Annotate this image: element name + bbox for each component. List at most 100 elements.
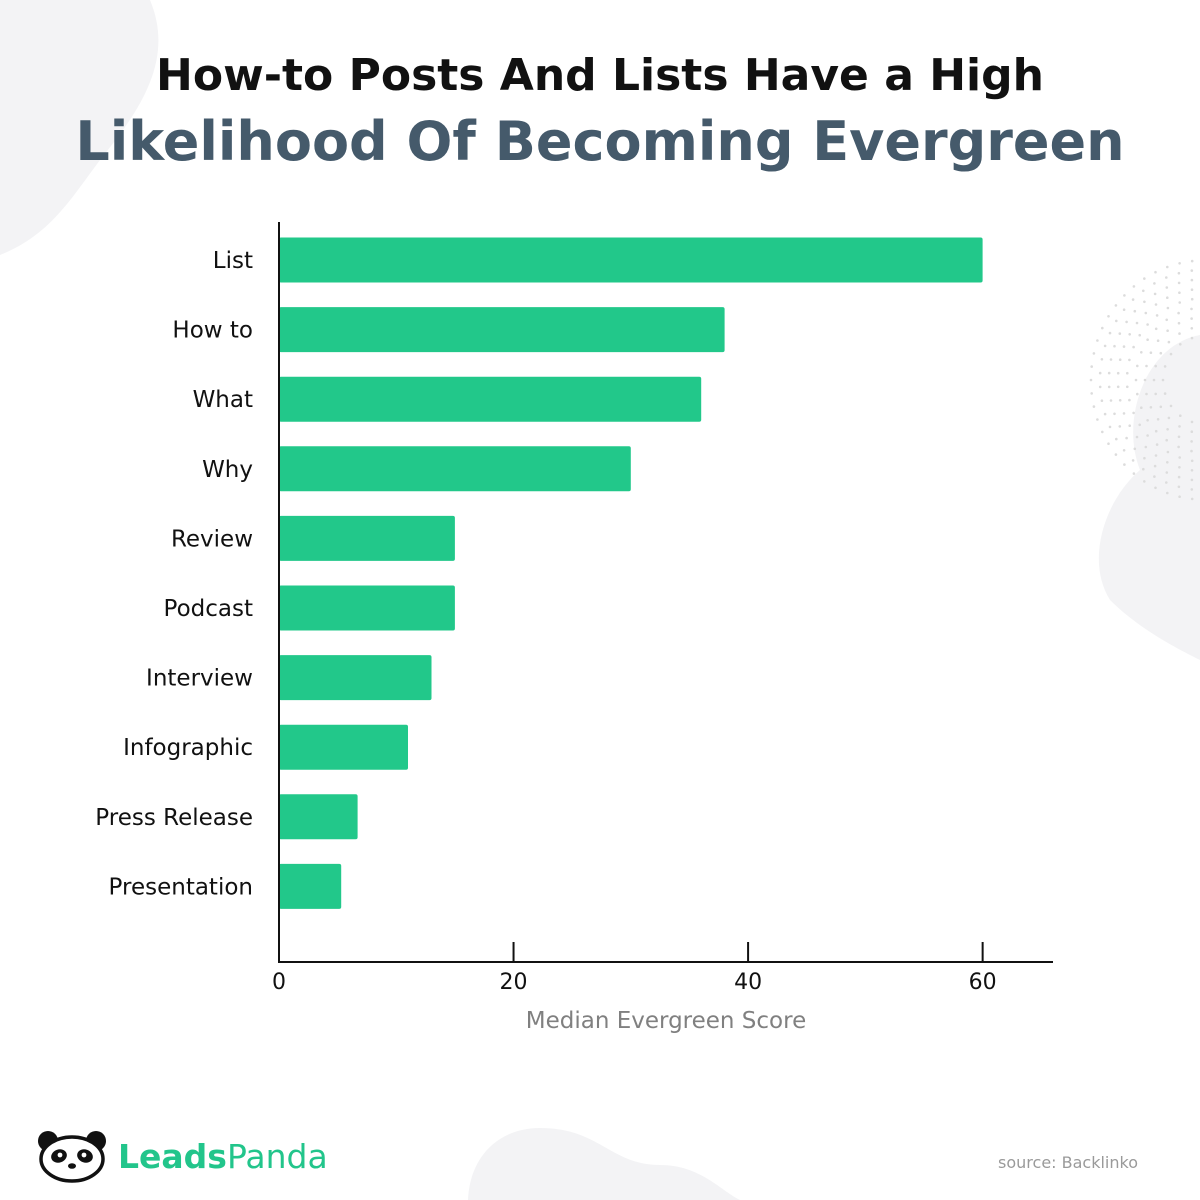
background-dot [1103, 344, 1107, 348]
background-dot [1154, 486, 1157, 490]
background-dot [1154, 303, 1158, 306]
background-dot [1143, 456, 1146, 460]
background-dot [1123, 294, 1126, 297]
background-blob-bottom [468, 1128, 740, 1200]
background-dot [1108, 331, 1112, 335]
background-dot [1177, 321, 1181, 325]
background-dot [1154, 392, 1157, 396]
background-dot [1132, 285, 1136, 288]
background-dot [1140, 406, 1143, 410]
background-dot [1178, 291, 1181, 295]
x-tick-label: 20 [500, 970, 528, 995]
background-dot [1144, 311, 1148, 315]
background-dot [1163, 365, 1167, 368]
background-dot [1146, 419, 1149, 422]
x-tick-label: 0 [272, 970, 286, 995]
background-dot [1132, 345, 1135, 349]
background-dot [1132, 472, 1136, 475]
background-dot [1178, 495, 1181, 499]
background-dot [1142, 467, 1145, 471]
chart-title-line1: How-to Posts And Lists Have a High [156, 50, 1044, 101]
background-dot [1116, 371, 1120, 375]
chart-bar [279, 724, 408, 770]
background-dot [1131, 459, 1135, 462]
background-dot [1138, 333, 1141, 337]
background-dot [1190, 440, 1193, 443]
background-dot [1149, 406, 1153, 409]
chart-bar [279, 863, 342, 909]
background-dot [1178, 425, 1181, 428]
background-dot [1113, 412, 1116, 416]
category-label: List [213, 248, 253, 274]
background-dot [1138, 423, 1141, 427]
background-dot [1142, 289, 1145, 293]
background-dot [1190, 449, 1193, 453]
background-dot [1090, 365, 1093, 368]
background-dot [1145, 392, 1148, 396]
background-dot [1098, 385, 1102, 389]
background-dot [1166, 306, 1170, 310]
background-dot [1118, 399, 1122, 402]
background-dot [1153, 282, 1156, 285]
background-dot [1122, 412, 1126, 415]
background-dot [1154, 454, 1158, 457]
background-dot [1169, 404, 1173, 408]
background-dot [1140, 351, 1143, 354]
chart-bar [279, 307, 725, 353]
background-dot [1134, 378, 1138, 382]
background-dot [1135, 321, 1139, 325]
background-dot [1125, 436, 1128, 440]
background-dot [1128, 358, 1131, 362]
background-dot [1153, 475, 1156, 478]
background-dot [1128, 398, 1131, 402]
background-dot [1190, 278, 1194, 282]
background-dot [1190, 488, 1194, 491]
background-dot [1159, 405, 1163, 409]
background-dot [1125, 320, 1128, 324]
background-dot [1115, 319, 1118, 323]
chart-bar [279, 515, 455, 561]
category-label: What [193, 387, 253, 413]
background-dot [1114, 304, 1118, 307]
category-label: Press Release [95, 805, 253, 831]
background-dot [1166, 329, 1169, 333]
category-label: Interview [146, 666, 253, 692]
source-note: source: Backlinko [998, 1153, 1138, 1172]
background-dot [1107, 385, 1111, 389]
background-dot [1166, 491, 1169, 495]
background-dot [1123, 463, 1126, 466]
category-label: How to [172, 318, 253, 344]
background-dot [1161, 378, 1165, 382]
background-dot [1154, 429, 1158, 433]
background-dot [1154, 327, 1158, 331]
background-dot [1092, 405, 1096, 408]
background-dot [1107, 371, 1111, 375]
background-dot [1165, 318, 1168, 322]
background-dot [1101, 326, 1104, 330]
background-dot [1190, 307, 1193, 311]
background-dot [1155, 443, 1159, 446]
background-dot [1126, 385, 1129, 389]
category-label: Infographic [123, 735, 253, 761]
chart-bar [279, 794, 358, 840]
background-blob-top-left [0, 0, 159, 255]
background-dot [1165, 438, 1168, 442]
background-dot [1143, 378, 1147, 382]
background-dot [1190, 420, 1194, 424]
background-dot [1154, 270, 1157, 274]
x-tick-label: 60 [969, 970, 997, 995]
background-dot [1146, 434, 1149, 437]
chart-bar [279, 376, 702, 422]
background-dot [1177, 445, 1180, 449]
chart-title-line2: Likelihood Of Becoming Evergreen [75, 110, 1125, 173]
background-dot [1090, 392, 1093, 395]
background-dot [1096, 418, 1099, 421]
background-dot [1126, 371, 1129, 375]
background-dot [1144, 445, 1148, 449]
background-dot [1190, 297, 1194, 301]
background-dot [1133, 447, 1137, 451]
background-dot [1165, 471, 1169, 474]
background-dot [1107, 315, 1110, 318]
background-dot [1145, 364, 1148, 368]
background-dot [1122, 308, 1126, 312]
